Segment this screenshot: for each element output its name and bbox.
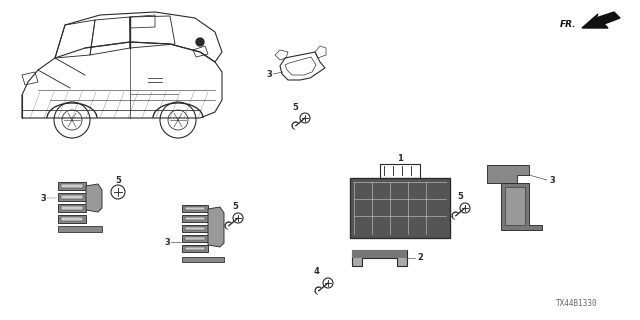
Bar: [185, 207, 205, 210]
Bar: [352, 250, 407, 258]
Text: FR.: FR.: [559, 20, 576, 28]
Text: 1: 1: [397, 154, 403, 163]
Bar: [185, 217, 205, 220]
Bar: [182, 245, 208, 252]
Text: 5: 5: [292, 102, 298, 111]
Text: 5: 5: [457, 191, 463, 201]
Bar: [61, 217, 83, 221]
Text: TX44B1330: TX44B1330: [556, 299, 598, 308]
Bar: [185, 247, 205, 250]
Text: 2: 2: [417, 253, 423, 262]
Bar: [182, 225, 208, 232]
Bar: [58, 226, 102, 232]
Text: 3: 3: [266, 69, 272, 78]
Bar: [185, 227, 205, 230]
Bar: [182, 215, 208, 222]
Polygon shape: [582, 12, 620, 28]
Bar: [58, 193, 86, 201]
Polygon shape: [352, 250, 407, 266]
Text: 5: 5: [232, 202, 238, 211]
Circle shape: [196, 38, 204, 46]
Bar: [58, 182, 86, 190]
Text: 3: 3: [40, 194, 46, 203]
Bar: [505, 187, 525, 225]
Polygon shape: [501, 183, 542, 230]
Bar: [182, 205, 208, 212]
Polygon shape: [487, 165, 529, 183]
Polygon shape: [86, 184, 102, 212]
Bar: [182, 257, 224, 262]
Bar: [61, 195, 83, 199]
Bar: [58, 204, 86, 212]
Bar: [58, 215, 86, 223]
Bar: [61, 184, 83, 188]
Bar: [182, 235, 208, 242]
Text: 3: 3: [549, 175, 555, 185]
Bar: [185, 237, 205, 240]
Bar: [350, 178, 450, 238]
Text: 5: 5: [115, 175, 121, 185]
Bar: [380, 164, 420, 178]
Text: 3: 3: [164, 237, 170, 246]
Bar: [61, 206, 83, 210]
Polygon shape: [208, 207, 224, 247]
Text: 4: 4: [313, 268, 319, 276]
